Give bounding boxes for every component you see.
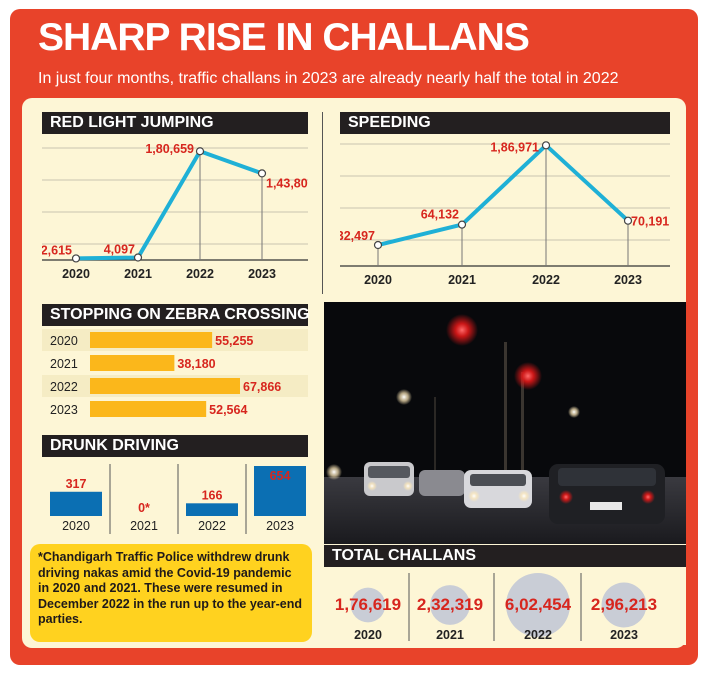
x-tick-label: 2021 bbox=[124, 267, 152, 281]
value-label: 654 bbox=[270, 469, 291, 483]
speeding-title: SPEEDING bbox=[340, 112, 670, 134]
value-label: 1,76,619 bbox=[335, 595, 401, 614]
x-tick-label: 2021 bbox=[130, 519, 158, 533]
value-label: 52,564 bbox=[209, 403, 247, 417]
data-label: 64,132 bbox=[421, 208, 459, 222]
bar bbox=[50, 491, 102, 516]
x-tick-label: 2022 bbox=[532, 273, 560, 287]
page-subtitle: In just four months, traffic challans in… bbox=[38, 70, 619, 87]
bar bbox=[90, 355, 175, 371]
bar bbox=[90, 332, 213, 348]
x-tick-label: 2020 bbox=[364, 273, 392, 287]
data-point bbox=[373, 240, 383, 250]
x-tick-label: 2021 bbox=[436, 628, 464, 642]
x-tick-label: 2023 bbox=[614, 273, 642, 287]
speeding-line-chart: 32,497 2020 64,132 2021 1,86,971 2022 70,191 20… bbox=[340, 140, 670, 287]
footnote: *Chandigarh Traffic Police withdrew drun… bbox=[30, 544, 312, 642]
x-tick-label: 2020 bbox=[62, 519, 90, 533]
x-tick-label: 2023 bbox=[610, 628, 638, 642]
bar bbox=[90, 401, 207, 417]
x-tick-label: 2022 bbox=[198, 519, 226, 533]
bar bbox=[186, 503, 238, 516]
data-label: 1,80,659 bbox=[145, 142, 194, 156]
night-traffic-photo bbox=[324, 302, 686, 544]
x-tick-label: 2020 bbox=[62, 267, 90, 281]
x-tick-label: 2022 bbox=[524, 628, 552, 642]
category-label: 2020 bbox=[50, 334, 78, 348]
series-line bbox=[75, 149, 263, 261]
zebra-crossing-title: STOPPING ON ZEBRA CROSSING bbox=[42, 304, 310, 326]
data-label: 1,86,971 bbox=[490, 140, 539, 154]
value-label: 166 bbox=[202, 488, 223, 502]
data-label: 70,191 bbox=[631, 215, 669, 229]
category-label: 2021 bbox=[50, 357, 78, 371]
bubble bbox=[430, 585, 470, 625]
total-challans-title: TOTAL CHALLANS bbox=[324, 545, 686, 567]
zebra-crossing-bar-chart: 2020 55,255 2021 38,180 2022 67,866 2023 52,564 bbox=[42, 329, 308, 420]
data-point bbox=[257, 169, 267, 178]
data-point bbox=[623, 216, 633, 225]
value-label: 0* bbox=[138, 501, 150, 515]
value-label: 55,255 bbox=[215, 334, 253, 348]
data-point bbox=[195, 147, 205, 156]
value-label: 317 bbox=[66, 477, 87, 491]
vertical-divider bbox=[322, 112, 323, 294]
data-point bbox=[541, 141, 551, 150]
row-band bbox=[42, 352, 308, 374]
bubble bbox=[350, 587, 386, 623]
bar bbox=[254, 466, 306, 516]
series-line bbox=[377, 143, 630, 247]
value-label: 67,866 bbox=[243, 380, 281, 394]
x-tick-label: 2022 bbox=[186, 267, 214, 281]
data-label: 2,615 bbox=[42, 243, 72, 257]
bubble bbox=[506, 573, 570, 637]
red-light-line-chart: 2,615 2020 4,097 2021 1,80,659 2022 1,43,802 20… bbox=[42, 142, 308, 281]
x-tick-label: 2023 bbox=[266, 519, 294, 533]
value-label: 38,180 bbox=[177, 357, 215, 371]
total-challans-bubbles: 1,76,619 2020 2,32,319 2021 6,02,454 2022 2,96… bbox=[324, 567, 686, 645]
bar bbox=[90, 378, 240, 394]
data-label: 1,43,802 bbox=[266, 176, 308, 190]
value-label: 2,96,213 bbox=[591, 595, 657, 614]
x-tick-label: 2021 bbox=[448, 273, 476, 287]
page-title: SHARP RISE IN CHALLANS bbox=[38, 16, 530, 59]
category-label: 2022 bbox=[50, 380, 78, 394]
x-tick-label: 2020 bbox=[354, 628, 382, 642]
x-tick-label: 2023 bbox=[248, 267, 276, 281]
data-point bbox=[71, 254, 81, 263]
category-label: 2023 bbox=[50, 403, 78, 417]
data-label: 32,497 bbox=[340, 229, 375, 243]
red-light-title: RED LIGHT JUMPING bbox=[42, 112, 308, 134]
value-label: 2,32,319 bbox=[417, 595, 483, 614]
data-point bbox=[457, 220, 467, 229]
drunk-driving-bar-chart: 317 2020 0* 2021 166 2022 654 2023 bbox=[50, 464, 306, 534]
drunk-driving-title: DRUNK DRIVING bbox=[42, 435, 308, 457]
value-label: 6,02,454 bbox=[505, 595, 572, 614]
data-label: 4,097 bbox=[104, 243, 135, 257]
data-point bbox=[133, 253, 143, 262]
bubble bbox=[601, 582, 647, 628]
